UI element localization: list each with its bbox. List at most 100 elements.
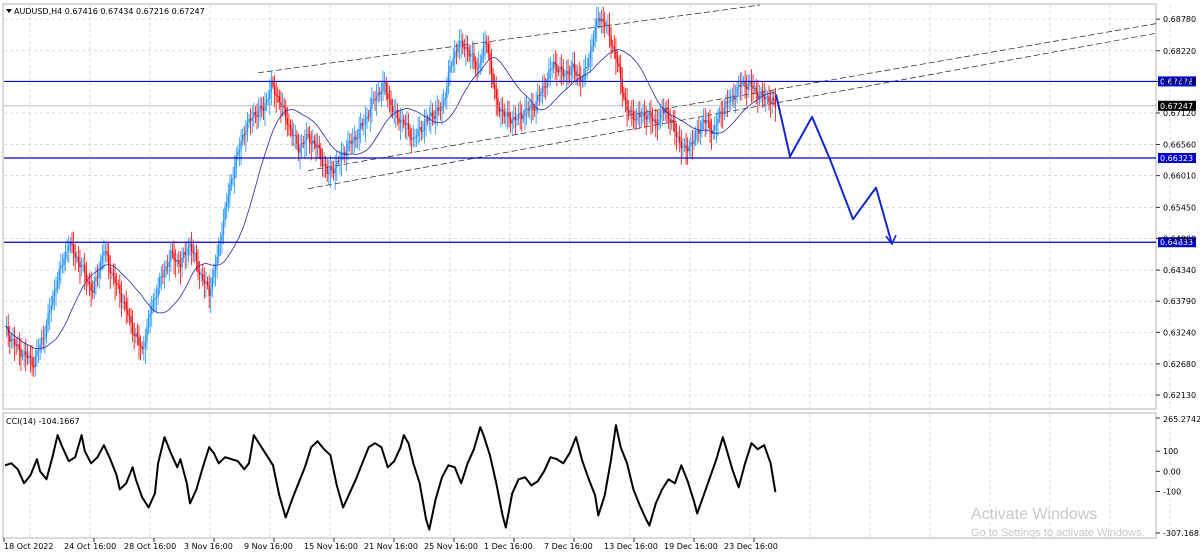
candle-body <box>423 121 426 130</box>
candle-body <box>653 119 655 122</box>
candle-body <box>87 281 89 283</box>
candle-body <box>206 281 209 286</box>
candle-body <box>107 254 110 267</box>
candle-body <box>390 98 392 106</box>
candle-body <box>262 108 265 111</box>
candle-body <box>72 244 75 254</box>
candle-body <box>701 121 703 130</box>
candle-body <box>259 105 261 111</box>
candle-body <box>554 62 556 65</box>
candle-body <box>154 297 156 300</box>
chart-header: AUDUSD,H4 0.67416 0.67434 0.67216 0.6724… <box>14 7 205 16</box>
candle-body <box>647 115 649 120</box>
projection-drawing <box>775 94 897 246</box>
candle-body <box>634 119 636 121</box>
candle-body <box>564 74 566 77</box>
candle-body <box>15 344 17 347</box>
candle-body <box>447 72 450 87</box>
candle-body <box>517 112 520 119</box>
candle-body <box>765 96 767 100</box>
candle-body <box>152 299 155 308</box>
candle-body <box>248 118 250 123</box>
candle-body <box>481 55 483 63</box>
candle-body <box>119 284 121 294</box>
candle-body <box>332 169 335 174</box>
candle-body <box>377 92 379 96</box>
candle-body <box>487 44 489 54</box>
candle-body <box>68 246 70 252</box>
candle-body <box>205 281 207 284</box>
candle-body <box>412 137 415 140</box>
candle-body <box>198 272 201 275</box>
candle-body <box>522 116 525 119</box>
candle-body <box>395 110 397 112</box>
price-tick-label: 0.64340 <box>1163 266 1196 275</box>
candle-body <box>773 97 775 100</box>
candle-body <box>527 108 529 111</box>
candle-body <box>47 313 49 325</box>
candle-body <box>747 83 749 90</box>
watermark-subtitle: Go to Settings to activate Windows. <box>971 527 1145 539</box>
candles <box>5 6 777 378</box>
candle-body <box>232 177 234 180</box>
candle-body <box>286 118 289 125</box>
candle-body <box>465 46 467 49</box>
candle-body <box>752 86 754 89</box>
candle-body <box>277 95 279 97</box>
collapse-triangle-icon[interactable] <box>6 9 12 13</box>
candle-body <box>230 179 233 185</box>
candle-body <box>13 339 16 345</box>
candle-body <box>655 119 657 123</box>
candle-body <box>497 98 499 108</box>
price-tick-label: 0.63240 <box>1163 328 1196 337</box>
price-tick-label: 0.64900 <box>1163 234 1196 243</box>
candle-body <box>694 131 697 141</box>
candle-body <box>616 58 619 64</box>
candle-body <box>659 110 662 120</box>
candle-body <box>50 305 52 311</box>
candle-body <box>399 119 402 123</box>
candle-body <box>315 143 317 148</box>
candle-body <box>650 112 652 118</box>
candle-body <box>9 335 11 342</box>
candle-body <box>112 272 115 277</box>
horizontal-level-label: 0.66323 <box>1160 154 1193 163</box>
candle-body <box>174 260 177 262</box>
candle-body <box>541 86 544 93</box>
candle-body <box>749 80 751 84</box>
candle-body <box>685 145 687 149</box>
candle-body <box>226 202 228 208</box>
candle-body <box>155 297 158 298</box>
candle-body <box>706 120 708 124</box>
current-price-label: 0.67247 <box>1160 102 1193 111</box>
candle-body <box>80 265 83 268</box>
candle-body <box>438 107 440 111</box>
candle-body <box>117 284 119 286</box>
candle-body <box>267 99 269 100</box>
candle-body <box>235 155 237 168</box>
candle-body <box>237 151 239 156</box>
candle-body <box>44 337 46 339</box>
candle-body <box>347 142 349 152</box>
candle-body <box>693 140 695 144</box>
time-tick-label: 1 Dec 16:00 <box>484 542 533 551</box>
candle-body <box>698 130 700 134</box>
candle-body <box>750 80 753 87</box>
cci-tick-label: -307.1683 <box>1163 529 1200 538</box>
candle-body <box>741 81 743 87</box>
candle-body <box>339 160 341 162</box>
horizontal-level-tag <box>1158 153 1196 164</box>
time-tick-label: 18 Oct 2022 <box>4 542 53 551</box>
candle-body <box>375 95 378 101</box>
candle-body <box>500 109 502 112</box>
candle-body <box>374 98 376 101</box>
candle-body <box>304 140 306 144</box>
channel-trendlines <box>257 4 1157 190</box>
candle-body <box>202 273 204 280</box>
channel-line[interactable] <box>257 4 761 74</box>
candle-body <box>138 337 140 346</box>
candle-body <box>567 71 569 74</box>
candle-body <box>434 112 437 119</box>
candle-body <box>168 261 170 267</box>
